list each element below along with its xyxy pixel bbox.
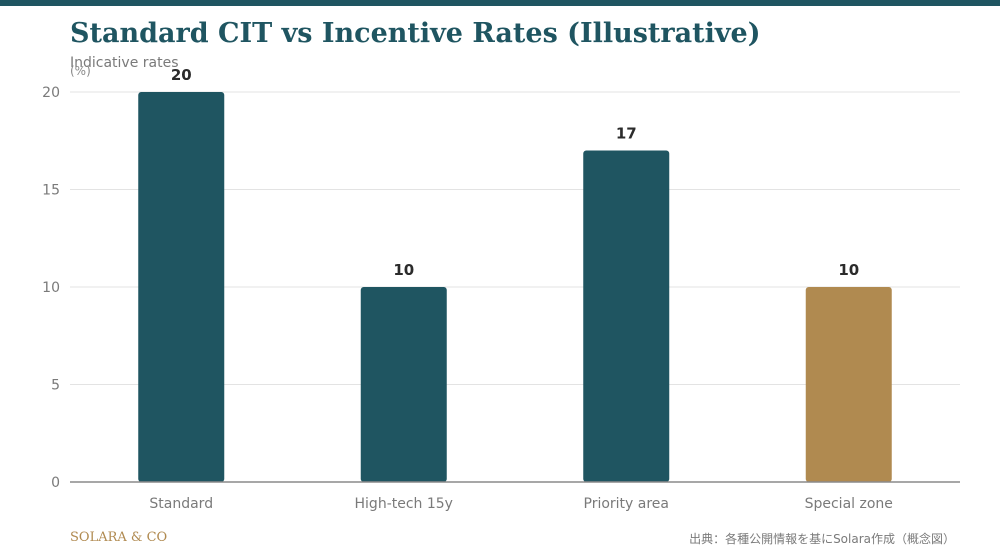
data-label: 10 — [393, 261, 414, 279]
bar — [805, 287, 892, 482]
brand-logo-text: SOLARA & CO — [70, 530, 168, 545]
y-tick-label: 5 — [51, 378, 60, 394]
y-axis-unit: (%) — [70, 64, 91, 78]
data-label: 10 — [838, 261, 859, 279]
source-note: 出典：各種公開情報を基にSolara作成（概念図） — [689, 532, 955, 546]
x-tick-label: Standard — [149, 496, 213, 512]
data-label: 17 — [616, 125, 637, 143]
y-tick-label: 0 — [51, 475, 60, 491]
chart-title: Standard CIT vs Incentive Rates (Illustr… — [70, 18, 761, 49]
x-tick-label: High-tech 15y — [355, 496, 453, 512]
y-tick-label: 20 — [42, 85, 60, 101]
chart-subtitle: Indicative rates — [70, 55, 179, 71]
x-tick-label: Special zone — [805, 496, 893, 512]
bar — [583, 150, 670, 482]
bar — [138, 92, 225, 482]
top-accent-bar — [0, 0, 1000, 6]
bar — [360, 287, 447, 482]
x-tick-label: Priority area — [584, 496, 670, 512]
data-label: 20 — [171, 66, 192, 84]
y-tick-label: 15 — [42, 183, 60, 199]
y-tick-label: 10 — [42, 280, 60, 296]
